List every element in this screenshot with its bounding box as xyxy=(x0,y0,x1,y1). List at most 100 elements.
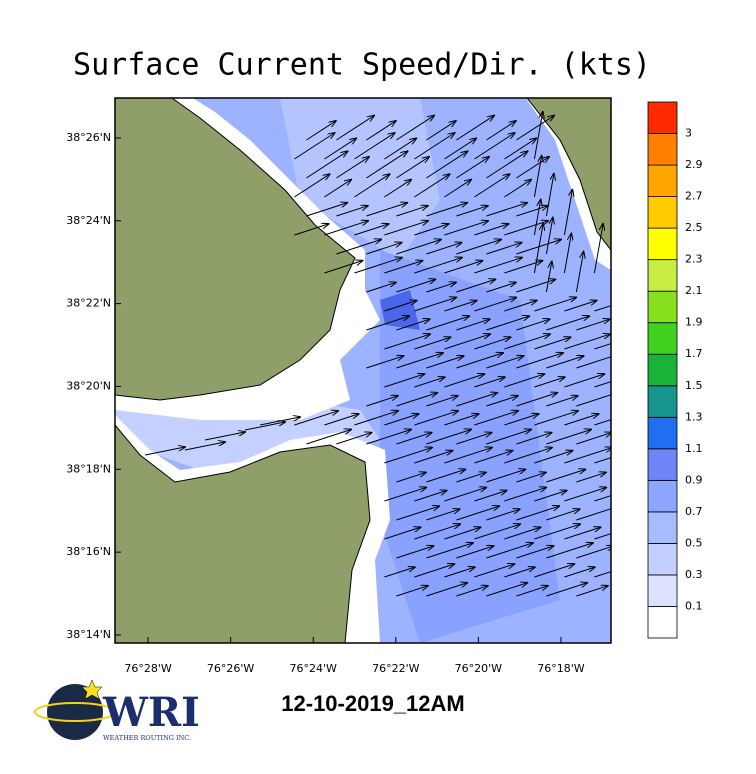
current-arrow xyxy=(294,411,338,426)
current-arrow xyxy=(396,116,434,141)
current-arrow xyxy=(474,297,516,312)
current-arrow xyxy=(396,506,439,521)
colorbar-label: 2.7 xyxy=(685,190,703,203)
current-arrow xyxy=(414,258,462,274)
current-arrow xyxy=(474,337,510,350)
colorbar-box xyxy=(647,196,678,229)
current-arrow xyxy=(486,151,527,179)
colorbar-box xyxy=(647,133,678,166)
colorbar-label: 0.7 xyxy=(685,505,703,518)
current-arrow xyxy=(564,374,604,388)
current-arrow xyxy=(259,417,300,426)
current-arrow xyxy=(563,190,572,236)
current-arrow xyxy=(366,203,407,217)
x-tick-label: 76°18'W xyxy=(537,662,585,675)
current-arrow xyxy=(456,157,489,179)
current-arrow xyxy=(516,279,555,293)
current-arrow xyxy=(546,509,579,521)
current-arrow xyxy=(486,396,517,407)
current-arrow xyxy=(533,224,543,274)
current-arrow xyxy=(426,429,471,445)
current-arrow xyxy=(294,224,328,236)
current-arrow xyxy=(354,224,388,236)
current-arrow xyxy=(444,261,482,274)
land xyxy=(115,98,356,401)
current-arrows xyxy=(144,112,611,597)
timestamp: 12-10-2019_12AM xyxy=(281,691,464,716)
current-arrow xyxy=(516,206,547,217)
colorbar-label: 2.1 xyxy=(685,284,703,297)
current-arrow xyxy=(594,533,611,540)
current-arrow xyxy=(444,487,486,502)
current-arrow xyxy=(516,586,547,597)
current-arrow xyxy=(426,396,457,407)
current-arrow xyxy=(384,334,430,350)
current-arrow xyxy=(384,487,426,502)
colorbar-box xyxy=(647,353,678,387)
current-arrow xyxy=(294,174,329,198)
current-arrow xyxy=(576,546,611,559)
current-arrow xyxy=(414,297,456,312)
current-arrow xyxy=(414,451,452,464)
x-tick-label: 76°28'W xyxy=(124,662,172,675)
x-tick-label: 76°20'W xyxy=(455,662,503,675)
colorbar-box xyxy=(647,385,678,418)
current-arrow xyxy=(306,429,351,445)
colorbar-box xyxy=(647,543,678,576)
current-arrow xyxy=(444,221,488,236)
colorbar-label: 1.7 xyxy=(685,347,703,360)
current-arrow xyxy=(456,116,494,141)
current-arrow xyxy=(474,491,506,502)
current-arrow xyxy=(414,411,458,426)
current-arrow xyxy=(594,305,611,312)
current-arrow xyxy=(384,261,422,274)
current-arrow xyxy=(516,319,549,331)
current-arrow xyxy=(444,527,480,540)
current-arrow xyxy=(324,414,358,426)
current-arrow xyxy=(414,377,444,388)
current-arrow xyxy=(564,448,611,464)
current-arrow xyxy=(144,447,185,456)
land xyxy=(115,424,371,643)
current-arrow xyxy=(486,356,523,369)
current-arrow xyxy=(456,506,499,521)
current-arrow xyxy=(456,319,489,331)
current-arrow xyxy=(426,121,455,141)
current-arrow xyxy=(414,224,448,236)
current-arrow xyxy=(456,472,485,483)
current-arrow xyxy=(444,334,490,350)
x-tick-label: 76°24'W xyxy=(289,662,337,675)
current-arrow xyxy=(534,524,580,540)
current-arrow xyxy=(426,316,469,331)
current-arrow xyxy=(396,157,429,179)
current-arrow xyxy=(396,472,425,483)
current-arrow xyxy=(486,583,527,597)
current-arrow xyxy=(534,337,570,350)
current-arrow xyxy=(456,393,497,407)
current-arrow xyxy=(426,583,467,597)
current-arrow xyxy=(426,243,461,255)
colorbar-label: 0.1 xyxy=(685,599,703,612)
current-arrow xyxy=(516,433,551,445)
current-arrow xyxy=(564,487,606,502)
current-arrow xyxy=(474,524,520,540)
current-arrow xyxy=(504,567,534,578)
current-arrow xyxy=(576,586,607,597)
current-arrow xyxy=(534,451,572,464)
current-arrow xyxy=(366,243,401,255)
current-arrow xyxy=(384,414,418,426)
current-arrow xyxy=(384,567,414,578)
current-arrow xyxy=(354,258,402,274)
current-arrow xyxy=(384,138,416,160)
current-arrow xyxy=(444,301,476,312)
colorbar-label: 0.5 xyxy=(685,536,703,549)
current-arrow xyxy=(396,586,427,597)
current-arrow xyxy=(474,258,522,274)
current-arrow xyxy=(444,448,492,464)
current-arrow xyxy=(486,282,515,293)
current-arrow xyxy=(504,448,552,464)
current-arrow xyxy=(184,442,225,451)
current-arrow xyxy=(545,262,551,293)
current-arrow xyxy=(545,218,552,255)
